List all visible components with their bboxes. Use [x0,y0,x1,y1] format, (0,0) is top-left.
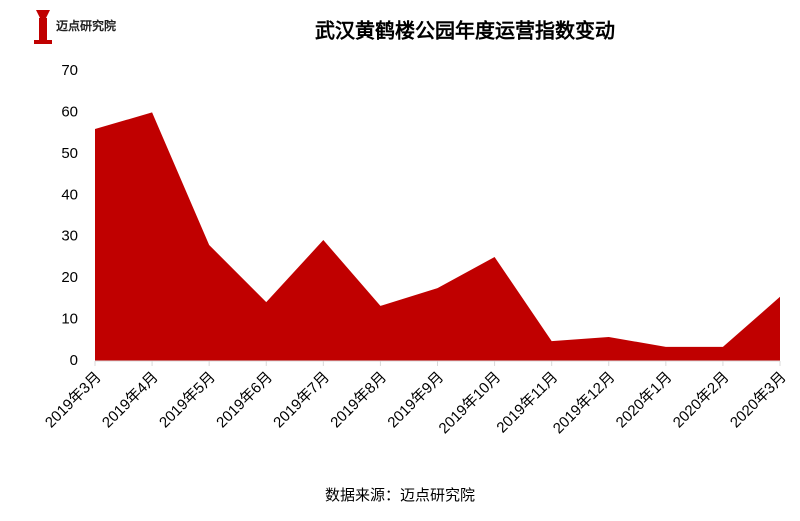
x-tick-label: 2019年5月 [156,369,219,432]
x-tick-label: 2019年12月 [550,369,619,438]
x-tick-label: 2020年3月 [727,369,790,432]
y-tick-label: 10 [61,311,78,328]
y-tick-label: 30 [61,228,78,245]
x-tick-label: 2019年10月 [436,369,505,438]
y-tick-label: 70 [61,62,78,79]
x-tick-label: 2019年7月 [270,369,333,432]
logo-text: 迈点研究院 [56,18,116,33]
x-tick-label: 2019年3月 [42,369,105,432]
x-tick-label: 2019年8月 [327,369,390,432]
y-tick-label: 50 [61,145,78,162]
x-tick-label: 2020年2月 [670,369,733,432]
logo-icon [34,10,52,44]
x-tick-label: 2019年6月 [213,369,276,432]
y-tick-label: 40 [61,186,78,203]
x-tick-label: 2019年4月 [99,369,162,432]
source-note: 数据来源：迈点研究院 [325,486,475,504]
y-tick-label: 0 [70,352,78,369]
y-tick-label: 60 [61,103,78,120]
chart-title: 武汉黄鹤楼公园年度运营指数变动 [315,18,615,42]
area [95,112,780,361]
x-tick-label: 2020年1月 [613,369,676,432]
y-tick-label: 20 [61,269,78,286]
